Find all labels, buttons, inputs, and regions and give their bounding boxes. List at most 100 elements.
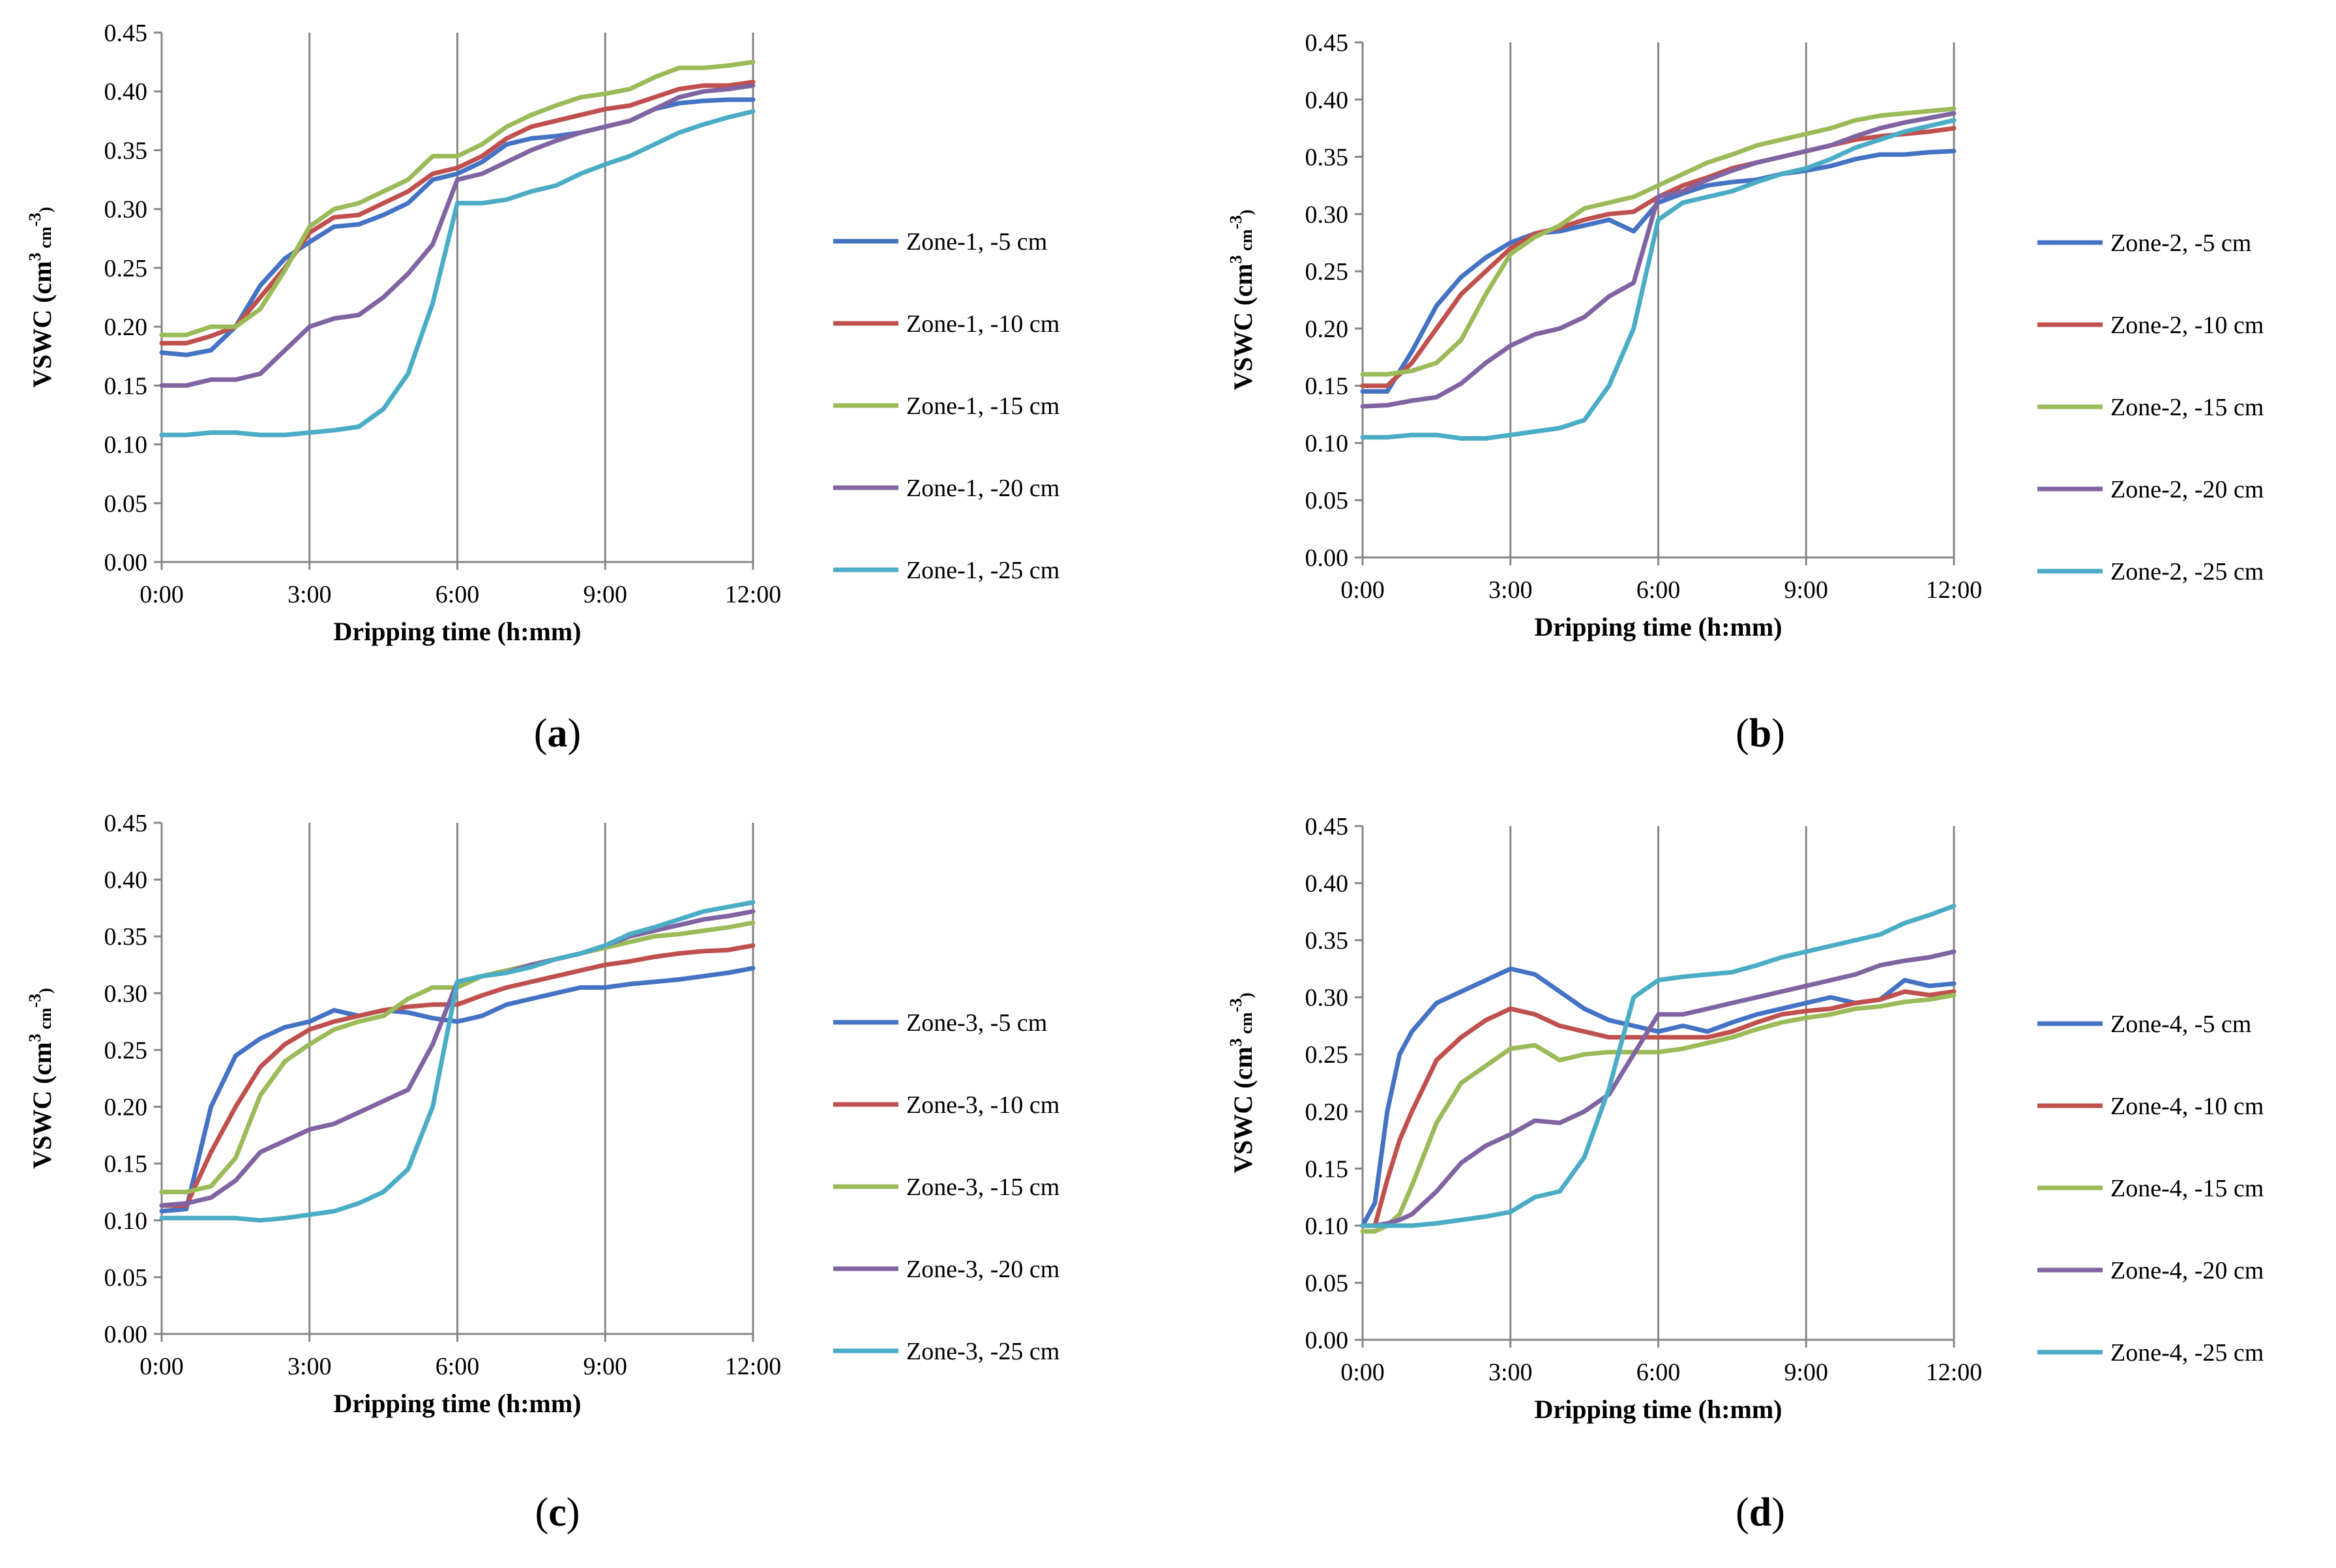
y-tick-label: 0.10	[104, 1207, 148, 1235]
panel-label: (b)	[1736, 711, 1785, 756]
chart-panel-d: 0.00 0.05 0.10 0.15 0.20 0.25 0.30 0.35 0.40 0.45…	[1226, 813, 2264, 1535]
legend-entry: Zone-4, -15 cm	[2110, 1175, 2264, 1202]
x-axis-title: Dripping time (h:mm)	[1535, 1395, 1782, 1424]
x-tick-label: 6:00	[1636, 576, 1681, 604]
y-tick-label: 0.20	[1305, 1099, 1349, 1126]
y-axis-title-sup: 3	[25, 1033, 44, 1042]
x-tick-label: 9:00	[1784, 576, 1828, 604]
y-axis-title-end: )	[36, 988, 55, 994]
y-axis-title-base: VSWC (cm	[1228, 1046, 1258, 1173]
y-tick-label: 0.45	[1305, 813, 1349, 840]
series-line-4	[1360, 111, 1957, 409]
y-tick-label: 0.05	[104, 490, 148, 518]
series-line-1	[159, 966, 756, 1214]
series-line-2	[1360, 989, 1957, 1228]
y-axis-title-end: )	[36, 207, 55, 213]
x-tick-label: 0:00	[140, 1353, 184, 1380]
panel-label-letter: c	[548, 1490, 567, 1535]
x-tick-label: 0:00	[1340, 1359, 1385, 1386]
x-tick-label: 3:00	[1488, 1359, 1533, 1386]
y-tick-label: 0.00	[1305, 544, 1349, 572]
legend-entry: Zone-3, -10 cm	[906, 1091, 1059, 1119]
legend-entry: Zone-1, -5 cm	[906, 228, 1047, 256]
x-tick-label: 9:00	[583, 1353, 627, 1380]
panel-label-paren: (	[1736, 711, 1749, 756]
y-tick-label: 0.40	[1305, 87, 1349, 114]
x-tick-label: 9:00	[1784, 1359, 1828, 1386]
legend-entry: Zone-3, -25 cm	[906, 1338, 1059, 1365]
x-axis-title: Dripping time (h:mm)	[1535, 612, 1782, 642]
y-axis-title-sup: 3	[1226, 1038, 1245, 1046]
y-tick-label: 0.35	[104, 923, 148, 951]
legend-entry: Zone-3, -20 cm	[906, 1256, 1059, 1283]
y-tick-label: 0.45	[104, 810, 148, 837]
series-line-1	[1360, 966, 1957, 1228]
legend-entry: Zone-4, -5 cm	[2110, 1011, 2251, 1038]
y-tick-label: 0.25	[104, 1037, 148, 1064]
legend-entry: Zone-2, -15 cm	[2110, 394, 2264, 421]
panel-label-paren: )	[568, 711, 582, 756]
y-axis-title-sup: -3	[25, 994, 44, 1008]
x-tick-label: 12:00	[1926, 1359, 1983, 1386]
y-tick-label: 0.10	[1305, 430, 1349, 457]
y-tick-label: 0.10	[104, 432, 148, 459]
y-axis-title: VSWC (cm3 cm-3)	[25, 988, 57, 1168]
y-tick-label: 0.00	[104, 549, 148, 576]
y-tick-label: 0.25	[1305, 1041, 1349, 1069]
y-axis-title: VSWC (cm3 cm-3)	[25, 207, 57, 387]
x-tick-label: 12:00	[725, 1353, 782, 1380]
chart-panel-b: 0.00 0.05 0.10 0.15 0.20 0.25 0.30 0.35 0.40 0.45…	[1226, 29, 2264, 756]
y-axis-title-base: VSWC (cm	[27, 1042, 57, 1168]
y-axis-title-mid: cm	[36, 1007, 55, 1033]
series-line-2	[159, 80, 756, 346]
legend-entry: Zone-1, -15 cm	[906, 392, 1059, 420]
y-axis-title-mid: cm	[1237, 229, 1256, 255]
y-axis-title-base: VSWC (cm	[27, 261, 57, 387]
x-tick-label: 6:00	[1636, 1359, 1681, 1386]
legend-entry: Zone-4, -20 cm	[2110, 1257, 2264, 1284]
chart-panel-a: 0.00 0.05 0.10 0.15 0.20 0.25 0.30 0.35 0.40 0.45…	[25, 20, 1059, 756]
chart-panel-c: 0.00 0.05 0.10 0.15 0.20 0.25 0.30 0.35 0.40 0.45…	[25, 810, 1059, 1535]
y-tick-label: 0.20	[104, 314, 148, 341]
y-tick-label: 0.35	[1305, 927, 1349, 954]
x-axis-title: Dripping time (h:mm)	[334, 617, 582, 646]
panel-label-paren: )	[1771, 1490, 1785, 1535]
y-tick-label: 0.35	[104, 137, 148, 164]
series-line-3	[1360, 106, 1957, 377]
legend-entry: Zone-1, -25 cm	[906, 557, 1059, 584]
y-axis-title-mid: cm	[36, 226, 55, 252]
y-tick-label: 0.05	[1305, 487, 1349, 514]
y-axis-title-base: VSWC (cm	[1228, 263, 1258, 390]
y-axis-title-sup: -3	[25, 213, 44, 227]
y-tick-label: 0.45	[1305, 29, 1349, 57]
y-tick-label: 0.40	[1305, 870, 1349, 898]
series-line-4	[1360, 949, 1957, 1228]
x-tick-label: 3:00	[288, 1353, 332, 1380]
series-line-5	[1360, 904, 1957, 1228]
x-tick-label: 0:00	[140, 581, 184, 608]
x-tick-label: 6:00	[436, 581, 480, 608]
legend-entry: Zone-2, -20 cm	[2110, 476, 2264, 503]
series-line-4	[159, 83, 756, 388]
y-tick-label: 0.40	[104, 78, 148, 106]
y-tick-label: 0.15	[104, 1151, 148, 1178]
x-tick-label: 9:00	[583, 581, 627, 608]
y-tick-label: 0.00	[1305, 1327, 1349, 1354]
legend-entry: Zone-4, -10 cm	[2110, 1093, 2264, 1120]
y-tick-label: 0.05	[104, 1264, 148, 1292]
y-axis-title-sup: -3	[1226, 998, 1245, 1013]
x-tick-label: 6:00	[436, 1353, 480, 1380]
x-tick-label: 3:00	[1488, 576, 1533, 604]
panel-label: (c)	[535, 1490, 580, 1535]
legend-entry: Zone-2, -5 cm	[2110, 229, 2251, 257]
legend-entry: Zone-1, -10 cm	[906, 310, 1059, 338]
legend-entry: Zone-2, -25 cm	[2110, 558, 2264, 585]
y-tick-label: 0.15	[104, 372, 148, 400]
legend-entry: Zone-4, -25 cm	[2110, 1339, 2264, 1367]
panel-label-paren: )	[1771, 711, 1785, 756]
legend-entry: Zone-3, -5 cm	[906, 1009, 1047, 1037]
y-tick-label: 0.35	[1305, 144, 1349, 171]
y-tick-label: 0.00	[104, 1321, 148, 1348]
panel-label-paren: (	[535, 1490, 549, 1535]
legend-entry: Zone-3, -15 cm	[906, 1174, 1059, 1201]
